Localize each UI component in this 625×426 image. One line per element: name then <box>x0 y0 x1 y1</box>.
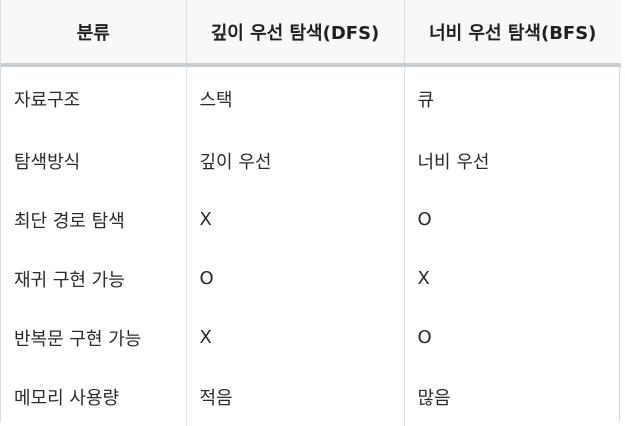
table-header: 분류 깊이 우선 탐색(DFS) 너비 우선 탐색(BFS) <box>1 0 621 67</box>
bfs-cell: X <box>417 268 430 289</box>
header-dfs: 깊이 우선 탐색(DFS) <box>186 0 405 67</box>
table-row: 재귀 구현 가능 O X <box>1 249 621 308</box>
dfs-cell: 깊이 우선 <box>186 131 405 190</box>
header-bfs: 너비 우선 탐색(BFS) <box>404 0 621 67</box>
table-row: 반복문 구현 가능 X O <box>1 308 621 367</box>
dfs-cell: 스택 <box>186 65 405 131</box>
bfs-cell: O <box>417 209 432 230</box>
header-row: 분류 깊이 우선 탐색(DFS) 너비 우선 탐색(BFS) <box>1 0 621 67</box>
row-label: 탐색방식 <box>1 131 187 190</box>
header-category: 분류 <box>1 0 187 67</box>
table-row: 탐색방식 깊이 우선 너비 우선 <box>1 131 621 190</box>
row-label: 메모리 사용량 <box>1 367 187 426</box>
table-row: 최단 경로 탐색 X O <box>1 190 621 249</box>
row-label: 최단 경로 탐색 <box>1 190 187 249</box>
dfs-cell: O <box>186 249 405 308</box>
table-row: 자료구조 스택 큐 <box>1 65 621 131</box>
dfs-cell: X <box>186 308 405 367</box>
bfs-cell: 너비 우선 <box>417 151 490 173</box>
bfs-cell: 많음 <box>417 387 451 409</box>
table-body: 자료구조 스택 큐 탐색방식 깊이 우선 너비 우선 최단 경로 탐색 X O … <box>1 65 621 426</box>
dfs-cell: X <box>186 190 405 249</box>
table-row: 메모리 사용량 적음 많음 <box>1 367 621 426</box>
row-label: 재귀 구현 가능 <box>1 249 187 308</box>
row-label: 자료구조 <box>1 65 187 131</box>
dfs-cell: 적음 <box>186 367 405 426</box>
row-label: 반복문 구현 가능 <box>1 308 187 367</box>
bfs-cell: 큐 <box>417 90 435 111</box>
bfs-cell: O <box>417 327 432 348</box>
